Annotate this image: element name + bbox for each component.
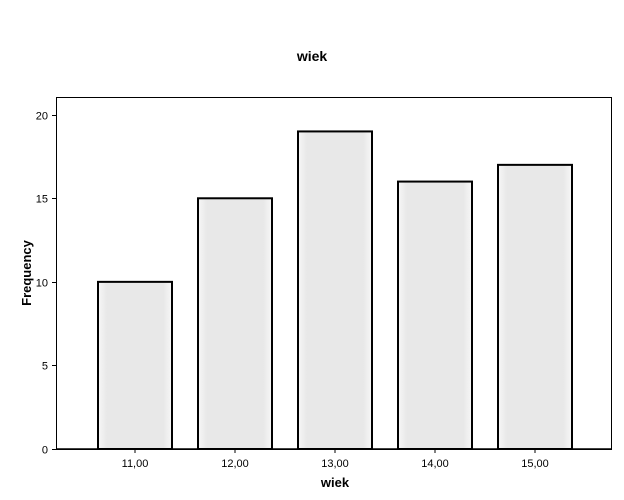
chart-title: wiek bbox=[296, 48, 328, 64]
x-tick-label: 15,00 bbox=[521, 458, 549, 470]
x-axis-label: wiek bbox=[320, 475, 350, 490]
y-axis: 0 5 10 15 20 bbox=[36, 111, 56, 457]
y-axis-label: Frequency bbox=[19, 239, 34, 306]
bar bbox=[397, 180, 473, 450]
bar bbox=[497, 163, 573, 450]
y-tick-label: 5 bbox=[42, 361, 48, 373]
x-tick-label: 12,00 bbox=[221, 458, 249, 470]
y-tick-label: 15 bbox=[36, 194, 48, 206]
y-tick-label: 10 bbox=[36, 278, 48, 290]
bar bbox=[197, 197, 273, 450]
y-tick-label: 0 bbox=[42, 445, 48, 457]
bar bbox=[97, 280, 173, 450]
x-tick-label: 14,00 bbox=[421, 458, 449, 470]
bar bbox=[297, 130, 373, 451]
x-tick-label: 13,00 bbox=[321, 458, 349, 470]
x-axis: 11,00 12,00 13,00 14,00 15,00 bbox=[56, 448, 612, 470]
x-tick-label: 11,00 bbox=[122, 458, 149, 470]
y-tick-label: 20 bbox=[36, 111, 48, 123]
bars bbox=[97, 130, 573, 451]
